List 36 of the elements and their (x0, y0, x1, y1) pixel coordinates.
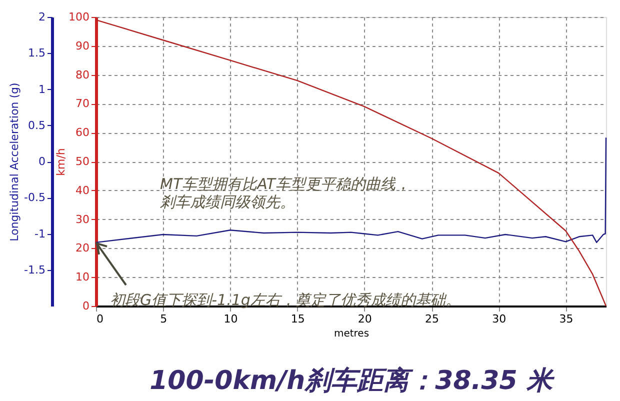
y2-tick-label: 20 (76, 242, 90, 255)
y-tick-label: 0.5 (28, 118, 46, 132)
line-series (95, 19, 607, 307)
annotation: MT车型拥有比AT车型更平稳的曲线， (160, 175, 410, 193)
x-tick-label: 5 (160, 312, 168, 326)
y2-tick-label: 70 (76, 97, 90, 110)
y2-tick-label: 90 (76, 39, 90, 52)
y2-tick-label: 10 (76, 270, 90, 284)
x-tick-label: 20 (358, 312, 372, 326)
y-tick-label: 0 (38, 155, 46, 168)
x-tick-label: 35 (559, 312, 574, 326)
x-tick-label: 0 (96, 312, 104, 326)
line-series (95, 137, 607, 244)
y-tick-label: 1 (38, 82, 46, 96)
x-tick-label: 10 (224, 312, 238, 326)
y2-axis-title: km/h (54, 148, 68, 176)
text: 100-0km/h刹车距离：38.35 米 (150, 366, 556, 396)
annotation: 剎车成绩同级领先。 (160, 193, 295, 211)
y-axis-title: Longitudinal Acceleration (g) (8, 82, 22, 242)
y-tick-label: -0.5 (24, 191, 46, 204)
y-tick-label: 1.5 (28, 46, 46, 60)
y2-tick-label: 50 (76, 155, 90, 168)
y2-tick-label: 100 (68, 10, 90, 24)
y-tick-label: 2 (38, 10, 46, 24)
x-tick-label: 15 (290, 312, 305, 326)
y2-tick-label: 60 (76, 126, 90, 140)
y2-tick-label: 40 (76, 184, 90, 197)
annotation: 初段G值下探到-1.1g左右，奠定了优秀成绩的基础。 (110, 291, 460, 309)
x-tick-label: 30 (492, 312, 506, 326)
y2-tick-label: 0 (82, 300, 90, 312)
y-tick-label: -1.5 (24, 263, 46, 276)
y2-tick-label: 30 (76, 212, 90, 226)
x-axis-title: metres (334, 328, 370, 340)
y2-tick-label: 80 (76, 68, 90, 82)
x-tick-label: 25 (425, 312, 440, 326)
y-tick-label: -1 (34, 227, 46, 240)
